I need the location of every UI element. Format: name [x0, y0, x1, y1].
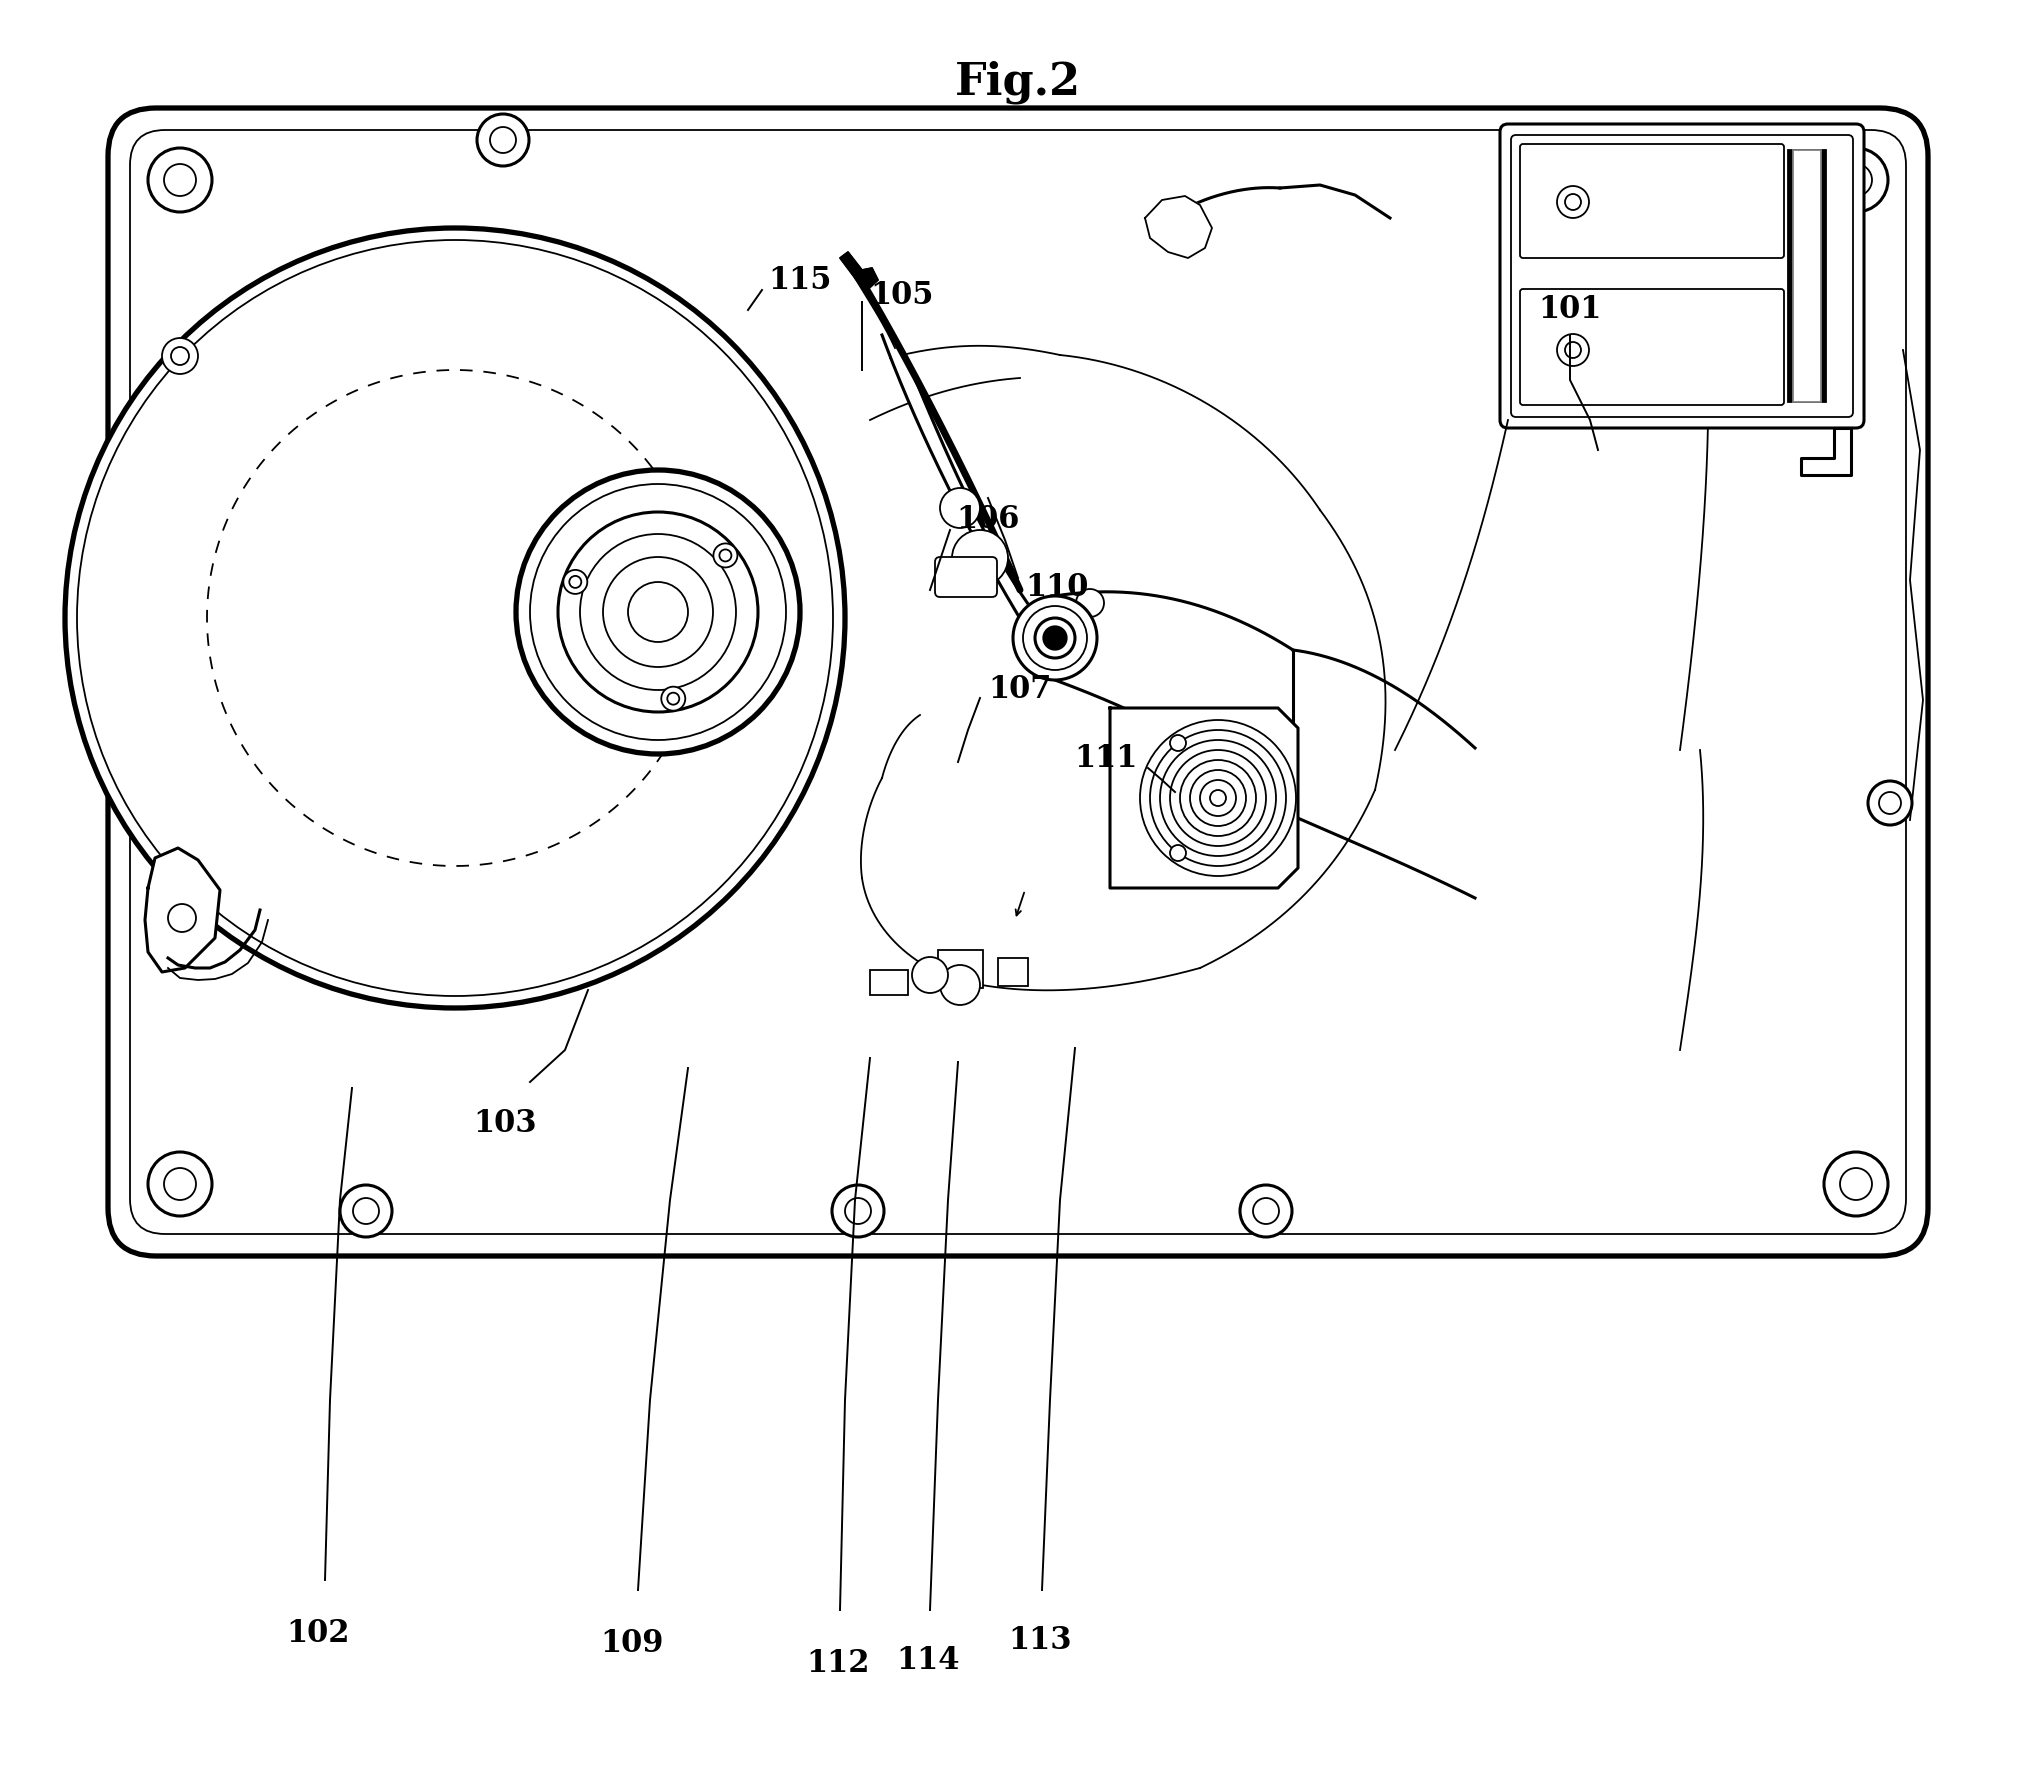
Circle shape [1841, 165, 1871, 197]
Text: Fig.2: Fig.2 [955, 60, 1081, 103]
Circle shape [1879, 792, 1902, 815]
Bar [939, 949, 983, 988]
Circle shape [1824, 1151, 1887, 1217]
Circle shape [1014, 597, 1097, 680]
Circle shape [1867, 781, 1912, 825]
Circle shape [1841, 1169, 1871, 1201]
Circle shape [953, 530, 1008, 586]
Text: 114: 114 [896, 1645, 959, 1675]
Circle shape [1566, 195, 1582, 211]
Circle shape [912, 956, 949, 994]
Circle shape [476, 113, 529, 166]
Circle shape [515, 469, 800, 754]
Circle shape [845, 1197, 871, 1224]
Text: 105: 105 [869, 280, 932, 310]
Circle shape [1075, 590, 1104, 616]
Circle shape [1240, 1185, 1293, 1236]
Circle shape [1171, 845, 1187, 861]
Circle shape [65, 228, 845, 1008]
Text: 106: 106 [957, 505, 1020, 535]
Text: 102: 102 [287, 1619, 350, 1649]
Text: 113: 113 [1008, 1626, 1071, 1656]
Circle shape [833, 1185, 884, 1236]
FancyBboxPatch shape [108, 108, 1928, 1256]
Circle shape [580, 535, 735, 691]
Bar [869, 971, 908, 995]
Text: 110: 110 [1024, 572, 1089, 604]
Text: 103: 103 [472, 1109, 538, 1139]
Circle shape [668, 692, 680, 705]
FancyBboxPatch shape [935, 558, 998, 597]
Polygon shape [145, 848, 220, 972]
Circle shape [713, 544, 737, 567]
Circle shape [1824, 149, 1887, 213]
Circle shape [165, 1169, 195, 1201]
Circle shape [1566, 342, 1582, 358]
Text: 101: 101 [1539, 294, 1602, 326]
Circle shape [169, 903, 195, 932]
Polygon shape [882, 335, 1075, 661]
Circle shape [719, 549, 731, 561]
Circle shape [149, 1151, 212, 1217]
Circle shape [1044, 629, 1065, 648]
Text: 107: 107 [987, 675, 1051, 705]
Polygon shape [1802, 429, 1851, 475]
Circle shape [165, 165, 195, 197]
Circle shape [603, 558, 713, 668]
Bar [998, 958, 1028, 986]
Circle shape [491, 128, 515, 152]
Polygon shape [841, 251, 878, 292]
Circle shape [1558, 335, 1588, 367]
Text: 115: 115 [768, 264, 831, 296]
Circle shape [941, 965, 979, 1004]
Circle shape [570, 576, 582, 588]
Circle shape [149, 149, 212, 213]
Polygon shape [1110, 708, 1299, 887]
Polygon shape [1144, 197, 1211, 259]
Circle shape [627, 583, 688, 643]
Circle shape [564, 570, 586, 593]
Circle shape [558, 512, 757, 712]
Bar [1788, 151, 1826, 402]
Circle shape [352, 1197, 379, 1224]
Circle shape [340, 1185, 393, 1236]
Circle shape [171, 347, 189, 365]
Circle shape [163, 338, 197, 374]
Text: 109: 109 [601, 1628, 664, 1659]
Circle shape [662, 687, 686, 710]
Bar [1794, 151, 1820, 402]
Text: 111: 111 [1075, 742, 1138, 774]
Circle shape [1034, 618, 1075, 659]
Circle shape [941, 489, 979, 528]
Circle shape [1022, 606, 1087, 669]
Circle shape [1558, 186, 1588, 218]
Circle shape [1171, 735, 1187, 751]
Text: 112: 112 [806, 1649, 869, 1679]
Circle shape [529, 483, 786, 740]
Circle shape [1252, 1197, 1279, 1224]
FancyBboxPatch shape [1501, 124, 1865, 429]
